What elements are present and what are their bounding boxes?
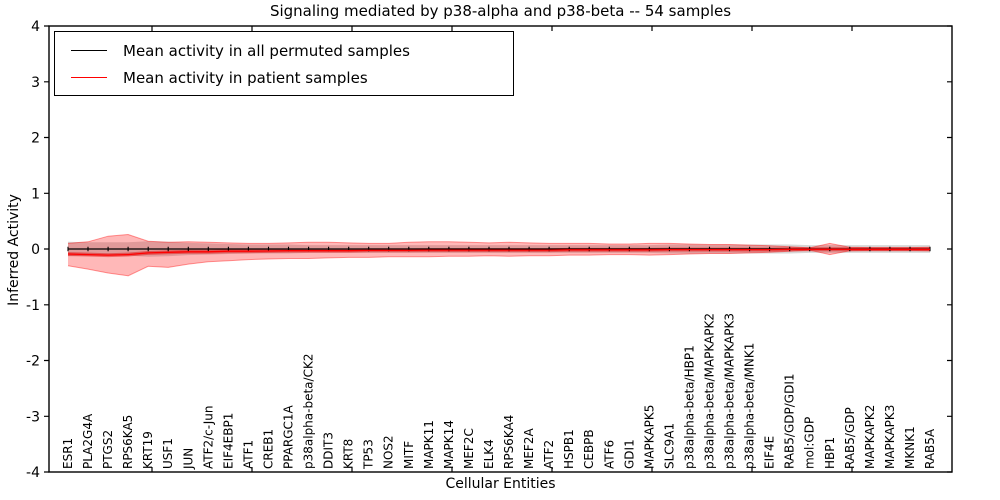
x-tick-label: PPARGC1A <box>282 404 296 469</box>
x-tick-label: MAPK14 <box>442 420 456 469</box>
x-tick-label: MEF2C <box>462 428 476 469</box>
y-tick-label: -3 <box>26 409 40 425</box>
x-tick-label: MAPKAPK3 <box>883 405 897 469</box>
x-axis-label: Cellular Entities <box>445 476 556 492</box>
plot-border <box>48 25 953 473</box>
x-tick-label: CEBPB <box>582 429 596 469</box>
x-tick-label: PTGS2 <box>101 430 115 469</box>
x-tick-label: p38alpha-beta/MAPKAPK2 <box>702 313 716 469</box>
x-tick-label: MEF2A <box>522 428 536 469</box>
legend-item-permuted: Mean activity in all permuted samples <box>55 37 513 64</box>
x-tick-label: USF1 <box>161 438 175 469</box>
patient-band-lower-edge <box>67 249 931 277</box>
patient-band-upper-edge <box>67 233 931 249</box>
x-tick-label: MAPKAPK5 <box>642 405 656 469</box>
x-tick-label: SLC9A1 <box>662 423 676 469</box>
patient-range-band <box>68 234 930 276</box>
x-tick-label: p38alpha-beta/HBP1 <box>682 345 696 469</box>
x-tick-label: ATF6 <box>602 440 616 469</box>
x-tick-label: GDI1 <box>622 439 636 469</box>
y-tick-label: 0 <box>31 242 40 258</box>
chart-title: Signaling mediated by p38-alpha and p38-… <box>269 2 732 20</box>
x-tick-label: ATF1 <box>241 440 255 469</box>
x-tick-label: mol:GDP <box>803 417 817 469</box>
legend-label-permuted: Mean activity in all permuted samples <box>123 41 410 60</box>
patient-line-sample <box>71 77 107 78</box>
x-tick-label: EIF4EBP1 <box>221 413 235 469</box>
y-tick-label: 3 <box>31 75 40 91</box>
x-tick-label: KRT19 <box>141 431 155 469</box>
y-tick-label: 2 <box>31 131 40 147</box>
x-tick-label: NOS2 <box>382 435 396 469</box>
x-tick-label: HBP1 <box>823 437 837 469</box>
x-tick-label: RAB5A <box>923 428 937 469</box>
x-tick-label: MAPKAPK2 <box>863 405 877 469</box>
x-tick-label: RPS6KA5 <box>121 415 135 469</box>
x-tick-label: KRT8 <box>342 439 356 469</box>
x-tick-label: RAB5/GDP <box>843 407 857 469</box>
x-tick-label: CREB1 <box>261 429 275 469</box>
y-tick-label: -1 <box>26 298 40 314</box>
y-tick-marks <box>44 25 952 473</box>
x-tick-label: ELK4 <box>482 439 496 469</box>
y-tick-label: 1 <box>31 186 40 202</box>
y-tick-label: 4 <box>31 19 40 35</box>
y-tick-label: -4 <box>26 465 40 481</box>
x-tick-label: MITF <box>402 441 416 469</box>
patient-mean-line <box>67 248 930 256</box>
x-tick-label: ATF2/c-Jun <box>201 405 215 469</box>
x-tick-label: MKNK1 <box>903 426 917 469</box>
x-tick-label: ESR1 <box>61 438 75 469</box>
x-tick-label: PLA2G4A <box>81 413 95 469</box>
x-tick-label: MAPK11 <box>422 420 436 469</box>
legend-label-patient: Mean activity in patient samples <box>123 68 368 87</box>
x-tick-label: EIF4E <box>763 436 777 469</box>
x-tick-label: p38alpha-beta/CK2 <box>302 354 316 469</box>
x-tick-marks <box>151 26 853 472</box>
y-tick-label: -2 <box>26 354 40 370</box>
x-tick-label: p38alpha-beta/MNK1 <box>743 343 757 469</box>
x-tick-label: TP53 <box>362 439 376 470</box>
legend-item-patient: Mean activity in patient samples <box>55 64 513 91</box>
x-tick-label: HSPB1 <box>562 429 576 469</box>
x-tick-label: RPS6KA4 <box>502 415 516 469</box>
permuted-line-sample <box>71 50 107 51</box>
legend: Mean activity in all permuted samples Me… <box>54 31 514 96</box>
x-tick-label: ATF2 <box>542 440 556 469</box>
x-tick-label: RAB5/GDP/GDI1 <box>783 373 797 469</box>
x-tick-label: p38alpha-beta/MAPKAPK3 <box>723 313 737 469</box>
x-tick-label: DDIT3 <box>322 432 336 469</box>
x-tick-label: JUN <box>181 448 195 470</box>
